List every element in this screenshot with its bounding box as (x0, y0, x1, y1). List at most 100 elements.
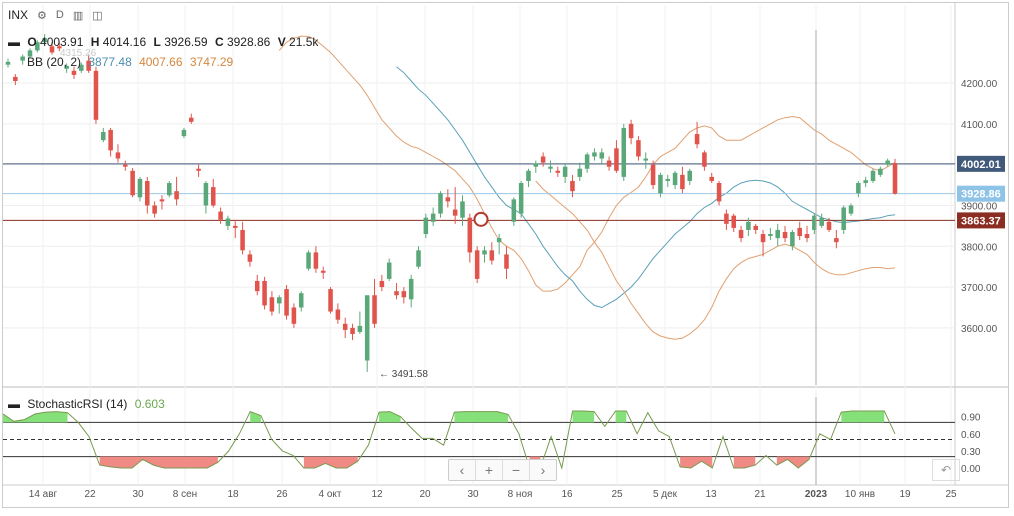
time-tick-label: 25 (611, 489, 623, 500)
price-tick-label: 3700.00 (961, 283, 998, 294)
candle-body (775, 229, 780, 239)
time-tick-label: 20 (419, 489, 431, 500)
stoch-overbought-fill (3, 411, 68, 423)
compare-icon[interactable]: ◫ (92, 9, 103, 22)
candle-body (511, 199, 517, 222)
stoch-overbought-fill (454, 411, 509, 423)
candle-body (357, 325, 363, 332)
candle-body (834, 238, 839, 243)
candle-body (760, 234, 766, 243)
candle-body (650, 164, 656, 186)
bb-legend: BB (20, 2) 3877.48 4007.66 3747.29 (27, 55, 237, 69)
candle-body (115, 152, 121, 159)
candle-body (467, 217, 473, 253)
candle-body (460, 201, 465, 218)
candle-body (870, 170, 876, 181)
reset-icon[interactable]: ↶ (932, 459, 960, 481)
candle-body (665, 178, 671, 181)
time-tick-label: 8 сен (173, 489, 197, 500)
candle-body (247, 254, 253, 262)
collapse-icon[interactable]: ▬ (8, 35, 20, 49)
stoch-overbought-fill (250, 411, 261, 423)
time-tick-label: 25 (945, 489, 957, 500)
price-tag (957, 212, 1005, 229)
candle-body (438, 193, 443, 214)
candle-body (636, 140, 641, 157)
candle-body (262, 280, 267, 306)
candle-body (790, 231, 795, 247)
candle-body (5, 61, 11, 65)
candle-body (863, 180, 868, 184)
candle-body (386, 262, 392, 279)
volume-value: 21.5k (289, 35, 319, 49)
time-tick-label: 22 (84, 489, 96, 500)
candle-body (408, 278, 414, 300)
candle-body (680, 174, 685, 190)
time-tick-label: 4 окт (319, 489, 342, 500)
candle-body (64, 65, 69, 69)
candle-body (694, 134, 700, 145)
candle-body (203, 183, 209, 206)
stoch-oversold-fill (776, 456, 809, 468)
candle-body (188, 117, 194, 122)
candle-body (364, 295, 370, 361)
candle-body (430, 213, 436, 222)
candle-body (167, 183, 172, 196)
bb-label[interactable]: BB (20, 2) (27, 55, 82, 69)
stoch-overbought-fill (841, 411, 885, 423)
candle-body (284, 289, 289, 316)
candle-body (320, 270, 326, 273)
candle-body (753, 225, 758, 230)
price-tag-label: 4002.01 (961, 159, 1001, 171)
gear-icon[interactable]: ⚙ (37, 9, 47, 22)
candle-body (298, 293, 304, 308)
candle-body (108, 129, 113, 151)
zoom-out-button[interactable]: − (503, 460, 530, 480)
candle-body (401, 291, 407, 298)
time-tick-label: 10 янв (845, 489, 875, 500)
stoch-overbought-fill (615, 411, 627, 423)
time-tick-label: 8 ноя (508, 489, 533, 500)
time-tick-label: 30 (132, 489, 144, 500)
candle-body (614, 148, 619, 171)
candle-body (841, 207, 846, 230)
candle-body (526, 170, 531, 181)
candle-body (819, 217, 824, 226)
candle-body (628, 123, 634, 139)
candle-body (13, 76, 18, 82)
scroll-right-button[interactable]: › (540, 462, 546, 478)
stoch-oversold-fill (99, 456, 218, 468)
zoom-in-button[interactable]: + (476, 460, 503, 480)
collapse-icon[interactable]: ▬ (8, 397, 20, 411)
time-tick-label: 14 авг (29, 489, 58, 500)
stoch-label[interactable]: StochasticRSI (14) (27, 397, 128, 411)
candle-body (504, 254, 509, 269)
price-tag-label: 3928.86 (961, 189, 1001, 201)
candle-body (570, 180, 575, 192)
candle-body (71, 70, 77, 75)
candle-body (145, 180, 150, 206)
interval-button[interactable]: D (55, 9, 64, 21)
scroll-left-button[interactable]: ‹ (449, 460, 476, 480)
chart-frame (2, 2, 1009, 508)
price-tag (957, 155, 1005, 172)
candle-body (643, 158, 649, 161)
candle-body (892, 163, 898, 194)
stoch-tick-label: 0.00 (961, 464, 981, 475)
candle-body (555, 170, 561, 173)
volume-label: V (277, 35, 286, 49)
stoch-tick-label: 0.60 (961, 430, 981, 441)
candle-body (86, 60, 91, 71)
candle-body (218, 211, 223, 220)
symbol-label[interactable]: INX (8, 8, 29, 22)
bb-mid-value: 3877.48 (88, 55, 132, 69)
candle-body (518, 183, 524, 214)
low-label: L (153, 35, 161, 49)
time-tick-label: 26 (276, 489, 288, 500)
bar-chart-icon[interactable]: ▥ (72, 9, 84, 22)
candle-body (240, 229, 245, 251)
candle-body (804, 234, 810, 239)
candle-body (35, 42, 40, 51)
